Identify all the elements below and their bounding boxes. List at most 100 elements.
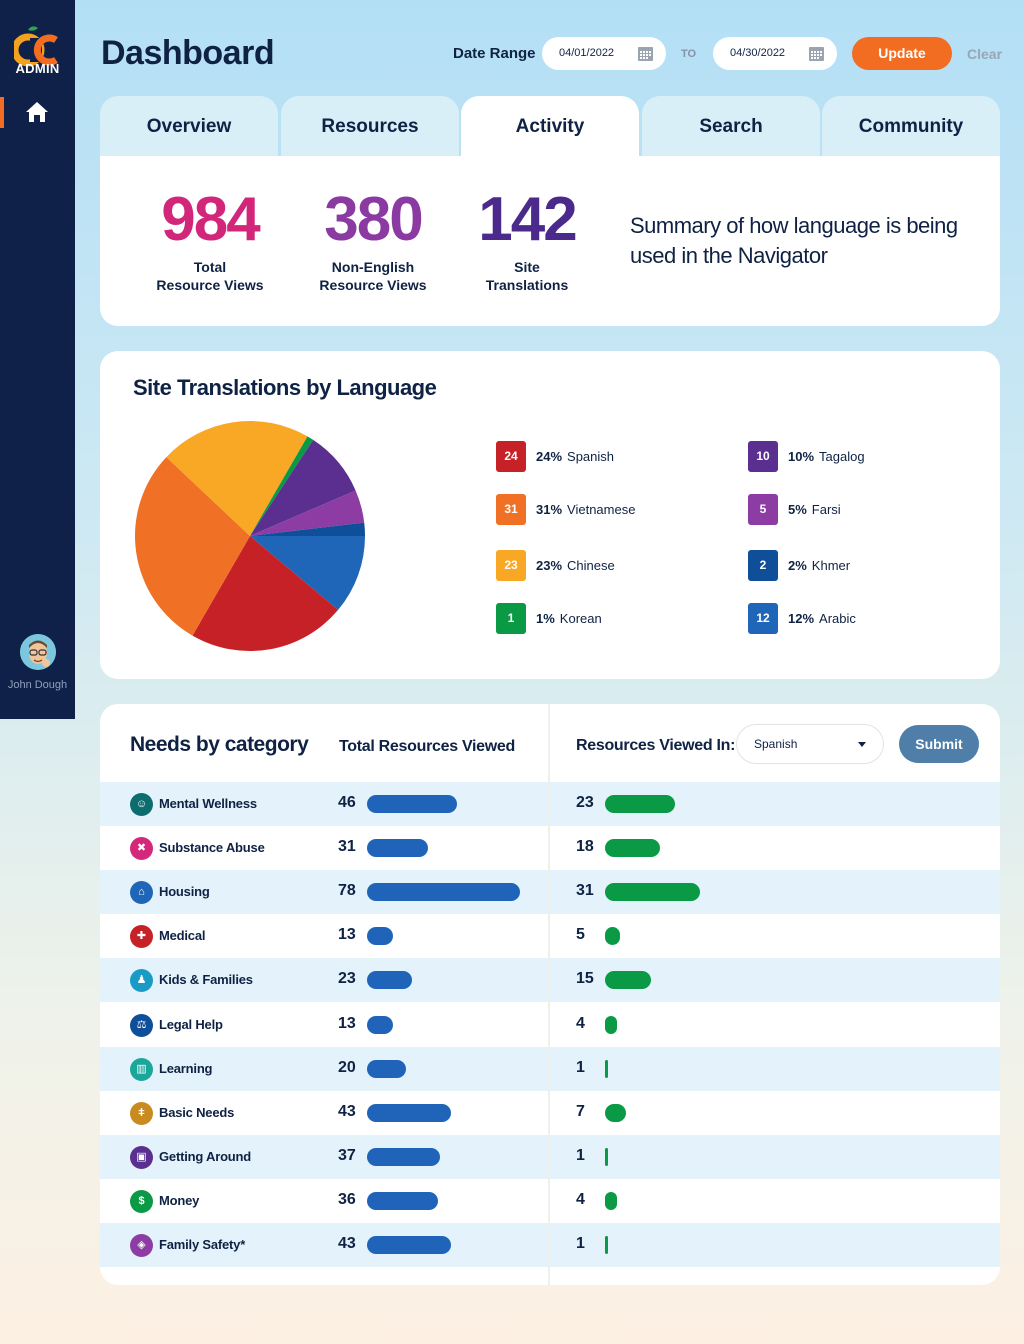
total-views-value: 23 [338, 970, 356, 988]
total-views-value: 43 [338, 1102, 356, 1120]
total-views-bar [367, 1147, 440, 1166]
table-row: ✖ Substance Abuse 31 18 [100, 826, 1000, 870]
category-name: Basic Needs [159, 1104, 235, 1120]
summary-card: 984 Total Resource Views 380 Non-English… [100, 156, 1000, 326]
shield-icon: ◈ [130, 1234, 153, 1257]
legend-label: Spanish [567, 449, 615, 464]
table-row: ☺ Mental Wellness 46 23 [100, 782, 1000, 826]
logo-text: ADMIN [15, 61, 60, 76]
brain-icon: ☺ [130, 793, 153, 816]
home-icon [26, 102, 48, 122]
legend-item-farsi: 5 5% Farsi [748, 494, 841, 525]
table-row: ▣ Getting Around 37 1 [100, 1134, 1000, 1179]
pie-slice-chinese [166, 421, 308, 536]
total-views-bar [367, 1236, 452, 1254]
chevron-down-icon [858, 742, 866, 747]
legend-percent: 31% [536, 502, 563, 517]
category-name: Medical [159, 928, 206, 944]
clear-link[interactable]: Clear [967, 46, 1003, 62]
total-views-bar [367, 971, 413, 990]
tab-activity[interactable]: Activity [461, 96, 639, 158]
language-views-value: 1 [576, 1235, 585, 1252]
language-views-bar [605, 883, 700, 902]
stat-value: 984 [161, 185, 260, 254]
stat-label-line: Resource Views [156, 277, 264, 293]
category-name: Housing [159, 884, 210, 900]
language-select-value: Spanish [754, 737, 798, 751]
table-row: ◈ Family Safety* 43 1 [100, 1223, 1000, 1267]
total-views-value: 46 [338, 794, 356, 811]
legend-item-arabic: 12 12% Arabic [748, 603, 856, 634]
legend-percent: 1% [536, 611, 555, 626]
tab-community[interactable]: Community [822, 96, 1000, 156]
stat-value: 380 [324, 185, 423, 254]
calendar-icon[interactable] [808, 45, 825, 62]
user-avatar-icon [20, 634, 56, 670]
category-name: Legal Help [159, 1016, 223, 1032]
legend-label: Khmer [811, 558, 851, 573]
table-row: ▥ Learning 20 1 [100, 1046, 1000, 1091]
update-button[interactable]: Update [852, 37, 952, 70]
legend-count: 10 [748, 441, 778, 472]
table-row: ♟ Kids & Families 23 15 [100, 958, 1000, 1003]
legend-item-tagalog: 10 10% Tagalog [748, 441, 865, 472]
end-date-field[interactable]: 04/30/2022 [713, 37, 837, 70]
category-name: Family Safety* [159, 1237, 246, 1252]
legend-label: Arabic [819, 611, 856, 626]
legend-label: Farsi [811, 502, 841, 517]
legend-count: 1 [496, 603, 526, 634]
category-name: Money [159, 1192, 200, 1208]
tab-resources[interactable]: Resources [281, 96, 459, 156]
legend-count: 12 [748, 603, 778, 634]
total-views-value: 37 [338, 1146, 356, 1164]
legend-item-spanish: 24 24% Spanish [496, 441, 614, 472]
total-resources-header: Total Resources Viewed [339, 738, 515, 755]
utensils-icon: ǂ [130, 1101, 153, 1125]
house-icon: ⌂ [130, 881, 153, 905]
total-views-value: 13 [338, 926, 356, 944]
end-date-value: 04/30/2022 [730, 47, 786, 59]
calendar-icon[interactable] [637, 45, 654, 62]
legend-percent: 24% [536, 449, 563, 464]
stat-label: Non-English Resource Views [303, 258, 443, 294]
total-views-bar [367, 927, 393, 946]
user-name: John Dough [7, 679, 68, 691]
legend-percent: 10% [788, 449, 815, 464]
resources-viewed-in-header: Resources Viewed In: [576, 737, 736, 754]
avatar[interactable] [20, 634, 56, 670]
legend-item-chinese: 23 23% Chinese [496, 550, 615, 581]
table-row: ⌂ Housing 78 31 [100, 870, 1000, 915]
language-select[interactable]: Spanish [736, 724, 884, 764]
total-views-value: 31 [338, 838, 356, 856]
start-date-field[interactable]: 04/01/2022 [542, 37, 666, 70]
tab-overview[interactable]: Overview [100, 96, 278, 156]
sidebar: ADMIN John Dough [0, 0, 75, 719]
tab-search[interactable]: Search [642, 96, 820, 156]
language-views-bar [605, 1236, 608, 1254]
language-views-bar [605, 1059, 608, 1078]
stat-label-line: Non-English [331, 259, 415, 275]
dollar-icon: $ [130, 1189, 153, 1213]
total-views-value: 78 [338, 882, 356, 900]
legend-label: Chinese [567, 558, 615, 573]
language-views-value: 31 [576, 882, 594, 900]
language-views-value: 4 [576, 1014, 585, 1032]
submit-button[interactable]: Submit [899, 725, 979, 763]
total-views-value: 13 [338, 1014, 356, 1032]
language-views-bar [605, 971, 651, 990]
legend-item-khmer: 2 2% Khmer [748, 550, 850, 581]
total-views-bar [367, 1059, 407, 1078]
stat-label-line: Site [514, 259, 540, 275]
language-views-bar [605, 1147, 608, 1166]
category-name: Getting Around [159, 1148, 252, 1164]
bus-icon: ▣ [130, 1145, 153, 1169]
pie-slice-farsi [250, 490, 365, 536]
legend-percent: 12% [788, 611, 815, 626]
legend-percent: 23% [536, 558, 563, 573]
category-name: Mental Wellness [159, 796, 257, 811]
nav-home[interactable] [0, 97, 75, 128]
child-icon: ♟ [130, 969, 153, 993]
language-views-bar [605, 795, 676, 813]
to-label: TO [681, 48, 697, 60]
pie-chart [135, 421, 365, 651]
